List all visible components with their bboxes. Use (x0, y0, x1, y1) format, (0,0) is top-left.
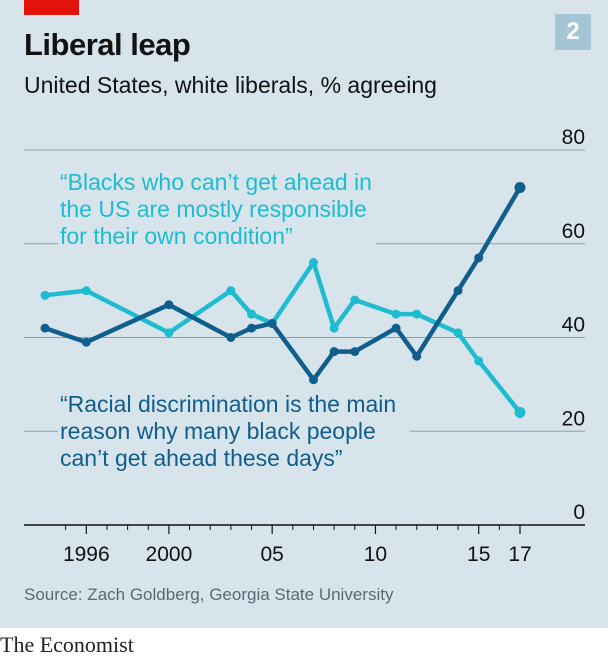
economist-logo: The Economist (0, 632, 134, 657)
data-point (329, 323, 339, 333)
series-layer (40, 182, 526, 418)
chart-number-badge: 2 (555, 14, 591, 50)
data-point (247, 309, 257, 319)
series-label-backdrop (58, 390, 410, 470)
data-point (391, 323, 401, 333)
data-point (81, 286, 91, 296)
data-point (453, 328, 463, 338)
data-point (164, 328, 174, 338)
series-label-line: “Blacks who can’t get ahead in (60, 169, 372, 195)
x-axis: 1996 2000 05 10 15 17 (63, 525, 532, 566)
data-point (226, 286, 236, 296)
x-tick-label: 05 (260, 543, 283, 566)
data-point (267, 318, 277, 328)
chart-title: Liberal leap (24, 27, 191, 62)
x-tick-label: 2000 (146, 543, 193, 566)
chart-panel (0, 0, 608, 628)
y-tick-label: 40 (562, 314, 585, 337)
series-label-line: “Racial discrimination is the main (60, 391, 396, 417)
y-tick-label: 20 (562, 407, 585, 430)
y-tick-label: 0 (573, 501, 585, 524)
data-point (164, 300, 174, 310)
data-point (350, 347, 360, 357)
data-point (474, 253, 484, 263)
data-point (391, 309, 401, 319)
series-label-line: can’t get ahead these days” (60, 445, 343, 471)
data-point (81, 337, 91, 347)
data-point (329, 347, 339, 357)
series-label-line: the US are mostly responsible (60, 196, 367, 222)
data-point (412, 309, 422, 319)
data-point (514, 407, 526, 418)
y-tick-label: 60 (562, 220, 585, 243)
series-line (42, 185, 523, 382)
data-point (40, 323, 50, 333)
series-line (42, 260, 523, 415)
data-point (474, 356, 484, 366)
data-point (226, 333, 236, 342)
grid-layer: 0 20 40 60 80 (24, 126, 585, 526)
data-point (453, 286, 463, 296)
data-point (40, 290, 50, 300)
source-note: Source: Zach Goldberg, Georgia State Uni… (24, 585, 394, 604)
data-point (514, 182, 526, 193)
series-label-backdrop (58, 168, 376, 248)
x-tick-label: 15 (467, 543, 490, 566)
data-point (350, 295, 360, 305)
series-label-line: reason why many black people (60, 418, 376, 444)
data-point (247, 323, 257, 333)
series-label-line: for their own condition” (60, 223, 293, 249)
data-point (412, 351, 422, 361)
data-point (308, 375, 318, 385)
data-point (308, 258, 318, 267)
x-tick-label: 10 (364, 543, 387, 566)
line-chart: 0 20 40 60 80 “Blacks who can’t get ahead in… (24, 126, 585, 566)
y-tick-label: 80 (562, 126, 585, 149)
x-tick-label: 1996 (63, 543, 110, 566)
chart-subtitle: United States, white liberals, % agreein… (24, 72, 437, 98)
x-tick-label: 17 (508, 543, 531, 566)
brand-red-tag (24, 0, 79, 15)
